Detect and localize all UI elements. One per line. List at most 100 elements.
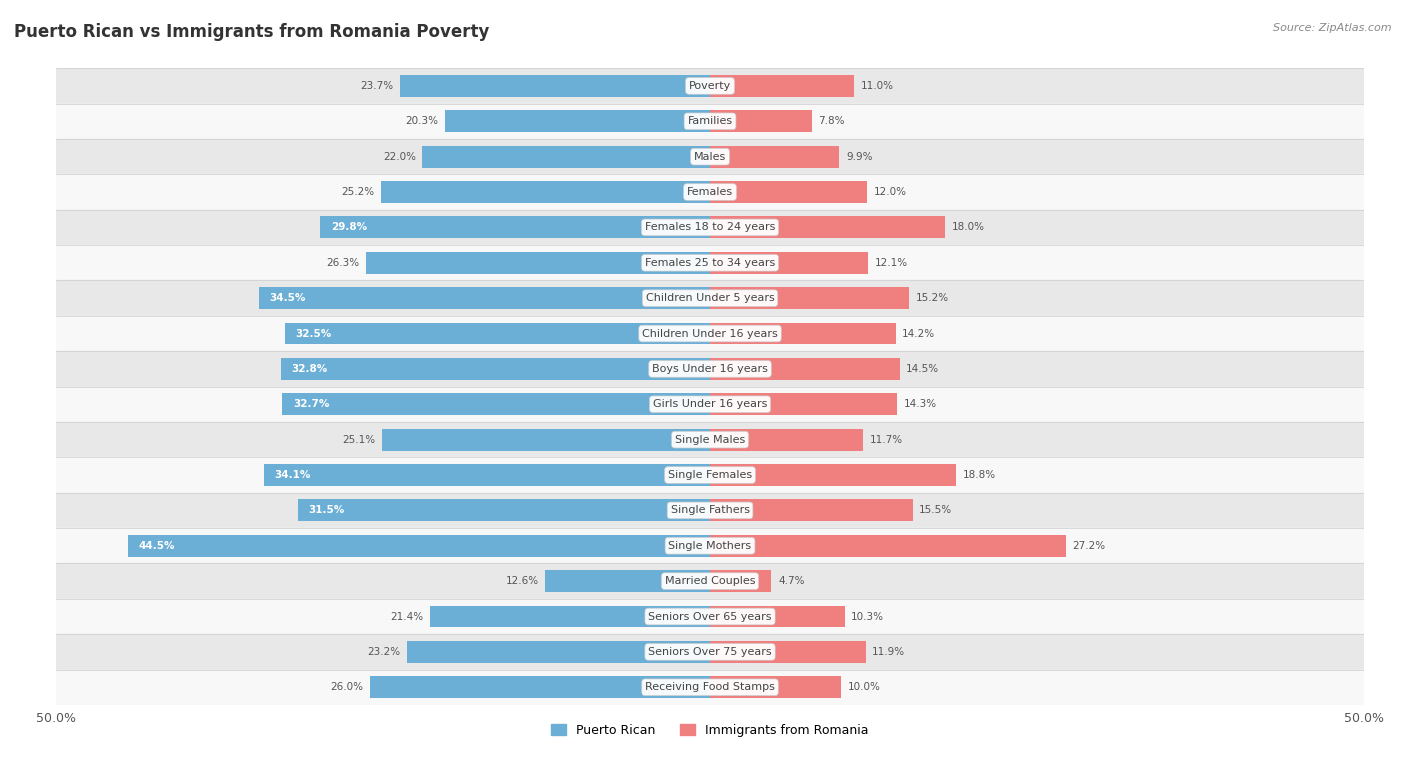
Bar	[710, 393, 897, 415]
Bar	[444, 111, 710, 132]
Bar	[710, 217, 945, 238]
Bar	[710, 676, 841, 698]
Bar	[381, 181, 710, 203]
Bar	[56, 422, 1364, 457]
Bar	[366, 252, 710, 274]
Bar	[710, 323, 896, 344]
Text: 34.1%: 34.1%	[274, 470, 311, 480]
Text: Children Under 16 years: Children Under 16 years	[643, 328, 778, 339]
Bar	[56, 351, 1364, 387]
Bar	[710, 464, 956, 486]
Text: 32.7%: 32.7%	[292, 399, 329, 409]
Bar	[56, 563, 1364, 599]
Text: Single Females: Single Females	[668, 470, 752, 480]
Bar	[56, 210, 1364, 245]
Text: Males: Males	[695, 152, 725, 161]
Bar	[298, 500, 710, 522]
Bar	[370, 676, 710, 698]
Text: 18.8%: 18.8%	[962, 470, 995, 480]
Text: Single Males: Single Males	[675, 434, 745, 445]
Text: 14.5%: 14.5%	[905, 364, 939, 374]
Text: 23.7%: 23.7%	[360, 81, 394, 91]
Text: 14.2%: 14.2%	[903, 328, 935, 339]
Bar	[382, 429, 710, 450]
Text: Seniors Over 75 years: Seniors Over 75 years	[648, 647, 772, 657]
Text: 21.4%: 21.4%	[391, 612, 423, 622]
Text: 32.8%: 32.8%	[291, 364, 328, 374]
Text: 15.5%: 15.5%	[920, 506, 952, 515]
Bar	[710, 358, 900, 380]
Bar	[710, 252, 869, 274]
Text: 22.0%: 22.0%	[382, 152, 416, 161]
Text: 20.3%: 20.3%	[405, 116, 439, 127]
Text: 12.1%: 12.1%	[875, 258, 908, 268]
Bar	[710, 287, 908, 309]
Text: Receiving Food Stamps: Receiving Food Stamps	[645, 682, 775, 692]
Text: 11.7%: 11.7%	[869, 434, 903, 445]
Text: 44.5%: 44.5%	[139, 540, 176, 551]
Text: 4.7%: 4.7%	[778, 576, 804, 586]
Bar	[406, 641, 710, 662]
Bar	[710, 111, 813, 132]
Legend: Puerto Rican, Immigrants from Romania: Puerto Rican, Immigrants from Romania	[551, 724, 869, 737]
Text: 11.9%: 11.9%	[872, 647, 905, 657]
Text: Families: Families	[688, 116, 733, 127]
Bar	[56, 316, 1364, 351]
Bar	[281, 358, 710, 380]
Text: Single Fathers: Single Fathers	[671, 506, 749, 515]
Bar	[710, 75, 853, 97]
Text: 23.2%: 23.2%	[367, 647, 401, 657]
Bar	[56, 457, 1364, 493]
Text: 9.9%: 9.9%	[846, 152, 873, 161]
Bar	[56, 245, 1364, 280]
Text: 32.5%: 32.5%	[295, 328, 332, 339]
Text: 29.8%: 29.8%	[330, 222, 367, 233]
Bar	[430, 606, 710, 628]
Text: 31.5%: 31.5%	[308, 506, 344, 515]
Bar	[56, 139, 1364, 174]
Bar	[710, 606, 845, 628]
Bar	[56, 174, 1364, 210]
Text: Females 18 to 24 years: Females 18 to 24 years	[645, 222, 775, 233]
Bar	[56, 387, 1364, 422]
Text: 34.5%: 34.5%	[270, 293, 305, 303]
Bar	[710, 429, 863, 450]
Text: 26.0%: 26.0%	[330, 682, 364, 692]
Bar	[56, 599, 1364, 634]
Text: 25.2%: 25.2%	[340, 187, 374, 197]
Text: Females: Females	[688, 187, 733, 197]
Bar	[56, 68, 1364, 104]
Text: 12.0%: 12.0%	[873, 187, 907, 197]
Bar	[128, 535, 710, 556]
Bar	[710, 641, 866, 662]
Bar	[56, 493, 1364, 528]
Bar	[710, 181, 868, 203]
Text: Married Couples: Married Couples	[665, 576, 755, 586]
Text: 7.8%: 7.8%	[818, 116, 845, 127]
Bar	[710, 146, 839, 168]
Text: 11.0%: 11.0%	[860, 81, 893, 91]
Text: Single Mothers: Single Mothers	[668, 540, 752, 551]
Text: Children Under 5 years: Children Under 5 years	[645, 293, 775, 303]
Text: 15.2%: 15.2%	[915, 293, 949, 303]
Text: 26.3%: 26.3%	[326, 258, 360, 268]
Text: 12.6%: 12.6%	[506, 576, 538, 586]
Text: Puerto Rican vs Immigrants from Romania Poverty: Puerto Rican vs Immigrants from Romania …	[14, 23, 489, 41]
Text: Girls Under 16 years: Girls Under 16 years	[652, 399, 768, 409]
Text: 25.1%: 25.1%	[342, 434, 375, 445]
Bar	[56, 528, 1364, 563]
Text: Females 25 to 34 years: Females 25 to 34 years	[645, 258, 775, 268]
Text: 27.2%: 27.2%	[1073, 540, 1105, 551]
Bar	[401, 75, 710, 97]
Bar	[259, 287, 710, 309]
Bar	[710, 570, 772, 592]
Bar	[264, 464, 710, 486]
Text: Seniors Over 65 years: Seniors Over 65 years	[648, 612, 772, 622]
Bar	[283, 393, 710, 415]
Bar	[56, 634, 1364, 669]
Bar	[285, 323, 710, 344]
Bar	[710, 535, 1066, 556]
Text: Source: ZipAtlas.com: Source: ZipAtlas.com	[1274, 23, 1392, 33]
Bar	[56, 669, 1364, 705]
Text: 10.0%: 10.0%	[848, 682, 880, 692]
